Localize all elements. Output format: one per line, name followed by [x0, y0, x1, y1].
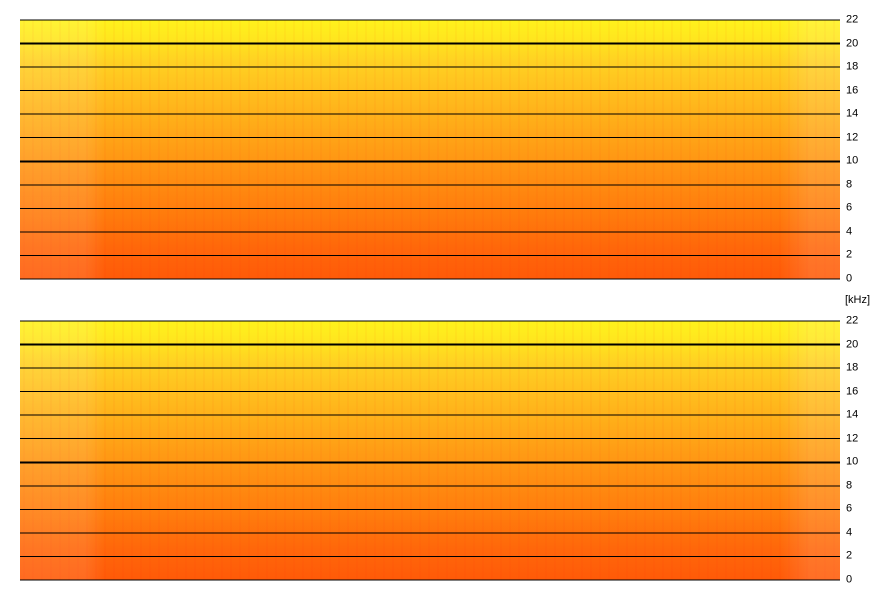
tick-label-18khz: 18	[846, 361, 859, 374]
tick-label-20khz: 20	[846, 37, 859, 50]
tick-label-12khz: 12	[846, 131, 859, 144]
tick-label-20khz: 20	[846, 338, 859, 351]
tick-label-8khz: 8	[846, 479, 853, 492]
tick-label-6khz: 6	[846, 502, 853, 515]
tick-label-14khz: 14	[846, 107, 859, 120]
frequency-gridlines-top	[20, 19, 840, 280]
spectrogram-panel-top: 22 20 18 16 14 12 10 8 6 4 2 0	[0, 0, 882, 290]
tick-label-0khz: 0	[846, 272, 853, 285]
frequency-gridlines-bottom	[20, 320, 840, 581]
tick-label-22khz: 22	[846, 314, 859, 327]
tick-label-2khz: 2	[846, 248, 853, 261]
tick-label-22khz: 22	[846, 13, 859, 26]
tick-label-10khz: 10	[846, 455, 859, 468]
tick-label-10khz: 10	[846, 154, 859, 167]
tick-label-18khz: 18	[846, 60, 859, 73]
frequency-axis-bottom: 22 20 18 16 14 12 10 8 6 4 2 0	[842, 315, 882, 585]
tick-label-14khz: 14	[846, 408, 859, 421]
tick-label-16khz: 16	[846, 385, 859, 398]
tick-label-4khz: 4	[846, 526, 853, 539]
tick-label-2khz: 2	[846, 549, 853, 562]
tick-label-6khz: 6	[846, 201, 853, 214]
frequency-unit-label: [kHz]	[845, 294, 871, 306]
spectrogram-image-top	[20, 20, 840, 279]
tick-label-8khz: 8	[846, 178, 853, 191]
spectrogram-panel-bottom: 22 20 18 16 14 12 10 8 6 4 2 0	[0, 300, 882, 600]
tick-label-0khz: 0	[846, 573, 853, 586]
tick-label-4khz: 4	[846, 225, 853, 238]
tick-label-12khz: 12	[846, 432, 859, 445]
frequency-axis-top: 22 20 18 16 14 12 10 8 6 4 2 0	[842, 14, 882, 284]
tick-label-16khz: 16	[846, 84, 859, 97]
spectrogram-image-bottom	[20, 321, 840, 580]
